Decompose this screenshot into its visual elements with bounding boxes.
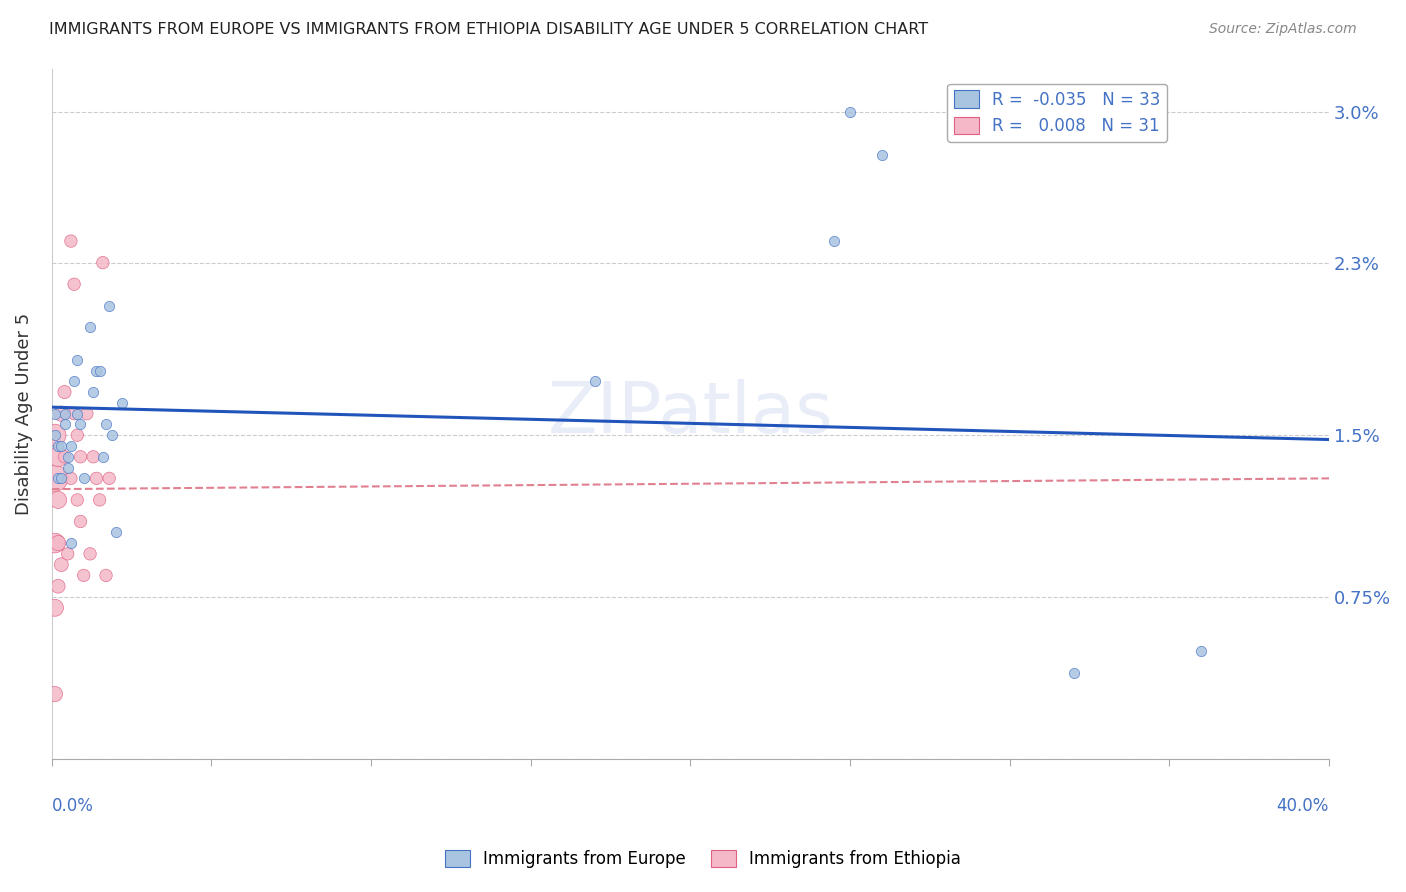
Point bbox=[46, 471, 69, 485]
Point bbox=[91, 450, 114, 464]
Point bbox=[73, 568, 96, 582]
Text: 0.0%: 0.0% bbox=[52, 797, 94, 814]
Point bbox=[839, 104, 862, 119]
Point bbox=[82, 450, 104, 464]
Legend: R =  -0.035   N = 33, R =   0.008   N = 31: R = -0.035 N = 33, R = 0.008 N = 31 bbox=[948, 84, 1167, 142]
Point bbox=[63, 277, 86, 292]
Point bbox=[76, 407, 98, 421]
Point bbox=[53, 450, 76, 464]
Point bbox=[82, 385, 104, 400]
Point bbox=[63, 374, 86, 388]
Point bbox=[870, 148, 893, 162]
Point bbox=[101, 428, 124, 442]
Point bbox=[46, 492, 69, 507]
Text: 40.0%: 40.0% bbox=[1277, 797, 1329, 814]
Point bbox=[98, 299, 121, 313]
Point bbox=[89, 363, 111, 377]
Point bbox=[44, 536, 66, 550]
Y-axis label: Disability Age Under 5: Disability Age Under 5 bbox=[15, 312, 32, 515]
Point bbox=[104, 525, 127, 540]
Point bbox=[94, 568, 117, 582]
Point bbox=[53, 417, 76, 432]
Point bbox=[59, 471, 82, 485]
Point bbox=[51, 558, 73, 572]
Point bbox=[46, 536, 69, 550]
Point bbox=[44, 428, 66, 442]
Point bbox=[46, 579, 69, 593]
Point bbox=[91, 255, 114, 269]
Point bbox=[59, 234, 82, 248]
Point bbox=[98, 471, 121, 485]
Point bbox=[44, 687, 66, 701]
Point bbox=[46, 439, 69, 453]
Point bbox=[94, 417, 117, 432]
Point bbox=[66, 352, 89, 367]
Point bbox=[44, 471, 66, 485]
Point bbox=[111, 396, 134, 410]
Point bbox=[69, 450, 91, 464]
Point bbox=[44, 600, 66, 615]
Point bbox=[69, 515, 91, 529]
Legend: Immigrants from Europe, Immigrants from Ethiopia: Immigrants from Europe, Immigrants from … bbox=[439, 843, 967, 875]
Point bbox=[53, 385, 76, 400]
Point bbox=[56, 547, 79, 561]
Point bbox=[66, 492, 89, 507]
Text: Source: ZipAtlas.com: Source: ZipAtlas.com bbox=[1209, 22, 1357, 37]
Point bbox=[63, 407, 86, 421]
Point bbox=[51, 407, 73, 421]
Text: ZIPatlas: ZIPatlas bbox=[547, 379, 834, 448]
Point bbox=[79, 320, 101, 334]
Point bbox=[79, 547, 101, 561]
Point bbox=[44, 407, 66, 421]
Point bbox=[44, 428, 66, 442]
Point bbox=[86, 471, 108, 485]
Point bbox=[53, 407, 76, 421]
Point bbox=[66, 407, 89, 421]
Point bbox=[583, 374, 606, 388]
Point bbox=[89, 492, 111, 507]
Point bbox=[69, 417, 91, 432]
Point bbox=[1063, 665, 1085, 680]
Point bbox=[51, 439, 73, 453]
Point bbox=[59, 536, 82, 550]
Point bbox=[73, 471, 96, 485]
Point bbox=[1189, 644, 1212, 658]
Point bbox=[51, 471, 73, 485]
Point bbox=[56, 450, 79, 464]
Point bbox=[46, 450, 69, 464]
Point bbox=[823, 234, 845, 248]
Point bbox=[56, 460, 79, 475]
Point bbox=[86, 363, 108, 377]
Point bbox=[59, 439, 82, 453]
Point bbox=[66, 428, 89, 442]
Text: IMMIGRANTS FROM EUROPE VS IMMIGRANTS FROM ETHIOPIA DISABILITY AGE UNDER 5 CORREL: IMMIGRANTS FROM EUROPE VS IMMIGRANTS FRO… bbox=[49, 22, 928, 37]
